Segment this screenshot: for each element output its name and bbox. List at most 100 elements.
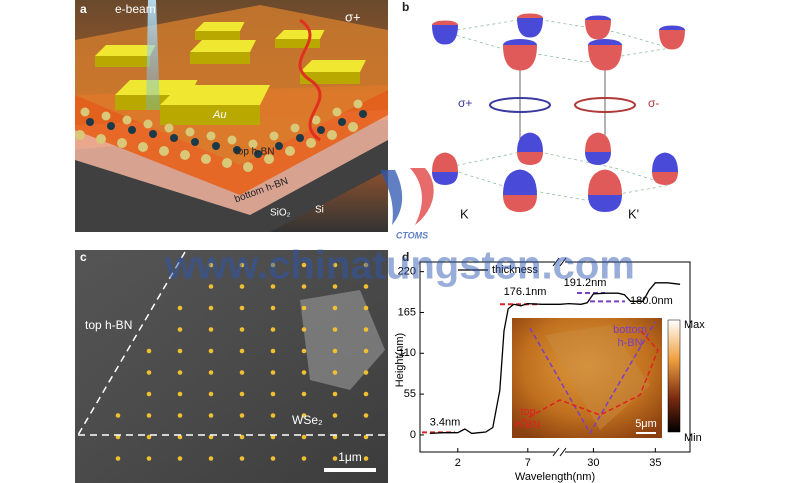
emitter-dot — [301, 262, 307, 268]
emitter-dot — [270, 327, 276, 332]
se-atom — [101, 111, 111, 121]
w-atom — [191, 138, 199, 146]
watermark-url: www.chinatungsten.com — [164, 244, 635, 288]
au-block-side — [300, 72, 360, 84]
emitter-dot — [208, 284, 214, 289]
emitter-dot — [363, 262, 369, 268]
w-atom — [170, 134, 178, 142]
sigma-plus-loop — [489, 97, 551, 113]
plot-area: 0 55 110 165 220 2 7 30 35 3.4nm 176.1nm 191.2nm 180… — [398, 264, 706, 469]
se-atom — [117, 138, 127, 148]
x-tick-label: 2 — [455, 457, 461, 469]
emitter-dot — [146, 434, 152, 440]
emitter-dot — [363, 327, 369, 332]
reference-label: 180.0nm — [630, 295, 673, 307]
au-block-top — [160, 85, 270, 105]
cone-upper — [432, 152, 458, 172]
emitter-dot — [363, 348, 369, 354]
emitter-dot — [208, 370, 214, 375]
emitter-dot — [270, 348, 276, 354]
panel-b: b σ+ σ- K K' — [402, 0, 685, 221]
colorbar-max: Max — [684, 319, 705, 331]
emitter-dot — [363, 413, 369, 418]
cone-body — [503, 45, 537, 71]
emitter-dot — [146, 456, 152, 461]
beam-label: e-beam — [115, 2, 156, 16]
cone-lower — [432, 172, 458, 185]
emitter-dot — [301, 327, 307, 332]
au-blocks — [95, 22, 366, 125]
emitter-dot — [332, 305, 338, 311]
emitter-dot — [363, 370, 369, 375]
legend-label: thickness — [492, 264, 538, 276]
electron-beam — [146, 0, 160, 110]
se-atom — [180, 150, 190, 160]
w-atom — [233, 146, 241, 154]
top-hbn-outline — [514, 329, 659, 426]
se-atom — [138, 142, 148, 152]
emitter-dot — [239, 434, 245, 440]
se-atom — [353, 99, 363, 109]
se-atom — [248, 139, 258, 149]
emitter-dot — [270, 305, 276, 311]
se-atom — [243, 162, 253, 172]
wse2-atoms — [75, 99, 367, 172]
emitter-dot — [270, 284, 276, 289]
inset-top-label: h-BN — [515, 419, 540, 431]
se-atom — [290, 123, 300, 133]
emitter-dot — [239, 262, 245, 268]
x-axis-title: Wavelength(nm) — [515, 471, 595, 483]
se-atom — [327, 130, 337, 140]
inset-scale-bar — [636, 432, 656, 434]
emitter-dot — [177, 348, 183, 354]
x-tick-label: 7 — [525, 457, 531, 469]
emitter-dot — [239, 348, 245, 354]
emitter-dot — [301, 348, 307, 354]
emitter-dot — [301, 434, 307, 440]
se-atom — [185, 127, 195, 137]
reference-label: 176.1nm — [504, 286, 547, 298]
axis-break — [552, 257, 567, 457]
y-tick-label: 110 — [398, 347, 416, 359]
logo-shape — [380, 170, 403, 225]
se-atom — [80, 107, 90, 117]
au-block-top — [95, 45, 156, 56]
emitter-dot — [332, 327, 338, 332]
emitter-dot — [332, 370, 338, 375]
y-tick-label: 165 — [398, 306, 416, 318]
emitter-dot — [239, 456, 245, 461]
emitter-dot — [301, 284, 307, 289]
cone-body — [517, 18, 543, 38]
emitter-dot — [270, 456, 276, 461]
polarization-label: σ+ — [345, 9, 361, 24]
panel-label: d — [402, 250, 409, 264]
inset-bottom-label: h-BN — [617, 337, 642, 349]
valley-kprime: K' — [628, 206, 639, 221]
break-gap — [555, 258, 565, 266]
emitter-dot — [301, 413, 307, 418]
au-block-top — [275, 30, 325, 39]
emitter-dot — [239, 327, 245, 332]
x-tick-label: 35 — [649, 457, 661, 469]
se-atom — [164, 123, 174, 133]
au-block-side — [95, 56, 150, 67]
bottom-hbn-outline — [529, 321, 656, 435]
hexagon-guides — [443, 17, 671, 201]
se-atom — [201, 154, 211, 164]
emitter-dot — [363, 391, 369, 397]
logo-shape — [410, 168, 434, 225]
panel-a: a e-beam σ+ Au top h-BN bottom h-BN SiO₂… — [75, 0, 388, 232]
cone-upper — [585, 132, 611, 152]
emitter-dot — [301, 456, 307, 461]
inset-top-label: top — [520, 406, 535, 418]
emitter-dot — [363, 434, 369, 440]
emitter-dot — [208, 327, 214, 332]
emitter-dot — [177, 413, 183, 418]
panel-c: c top h-BN WSe₂ 1μm — [75, 250, 388, 483]
emitter-dot — [332, 284, 338, 289]
panel-label: a — [80, 2, 87, 16]
cone-body — [659, 30, 685, 50]
se-atom — [311, 115, 321, 125]
emitter-dot — [239, 413, 245, 418]
cone-lower — [517, 152, 543, 165]
